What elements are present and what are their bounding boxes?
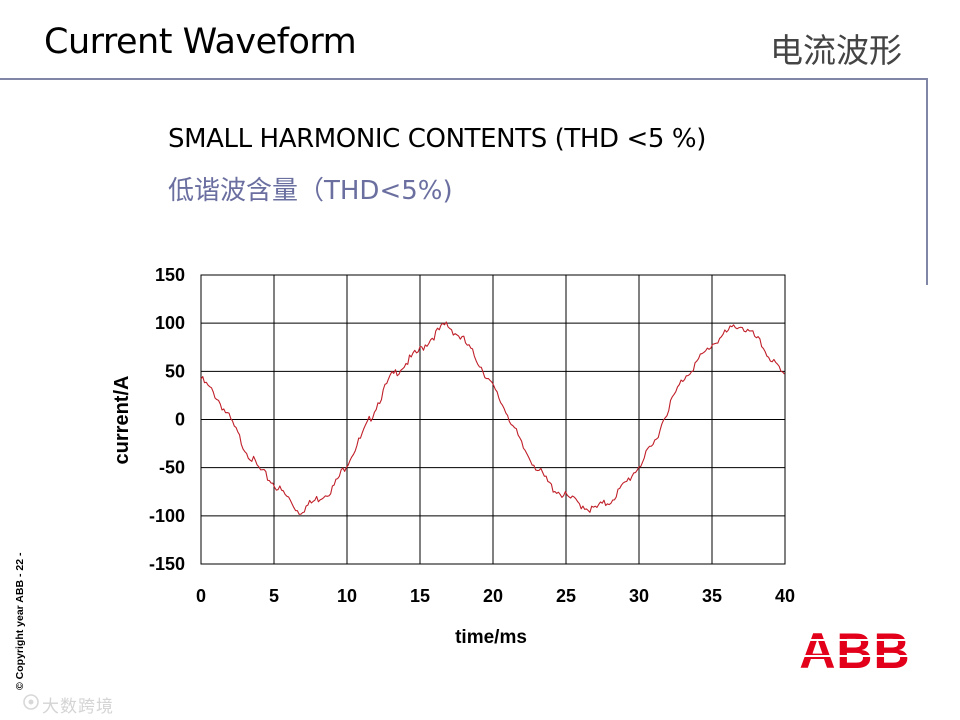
y-tick-label: -50	[159, 458, 185, 478]
copyright-note: © Copyright year ABB - 22 -	[14, 552, 26, 690]
chart-subtitle: SMALL HARMONIC CONTENTS (THD <5 %)	[168, 124, 706, 154]
side-divider	[926, 78, 928, 285]
x-tick-label: 10	[337, 586, 357, 606]
svg-text:ABB: ABB	[799, 624, 910, 674]
x-tick-label: 0	[196, 586, 206, 606]
x-tick-label: 15	[410, 586, 430, 606]
slide-title: Current Waveform	[44, 22, 357, 62]
x-tick-label: 40	[775, 586, 795, 606]
watermark-icon	[23, 694, 39, 710]
slide-title-chinese: 电流波形	[770, 31, 902, 70]
current-series-line	[200, 321, 785, 515]
y-tick-label: 150	[155, 265, 185, 285]
header-divider	[0, 78, 928, 80]
x-tick-label: 25	[556, 586, 576, 606]
y-axis-label: current/A	[111, 376, 133, 465]
y-tick-label: 100	[155, 313, 185, 333]
x-tick-label: 5	[269, 586, 279, 606]
watermark-text: 大数跨境	[42, 697, 114, 717]
y-tick-label: 50	[165, 361, 185, 381]
x-tick-label: 20	[483, 586, 503, 606]
y-tick-label: -150	[149, 554, 185, 574]
abb-logo: ABB	[796, 624, 914, 674]
chart-subtitle-chinese: 低谐波含量（THD<5%)	[168, 176, 453, 206]
y-tick-label: 0	[175, 410, 185, 430]
x-axis-label: time/ms	[455, 627, 527, 648]
y-tick-label: -100	[149, 506, 185, 526]
x-tick-label: 30	[629, 586, 649, 606]
x-tick-label: 35	[702, 586, 722, 606]
